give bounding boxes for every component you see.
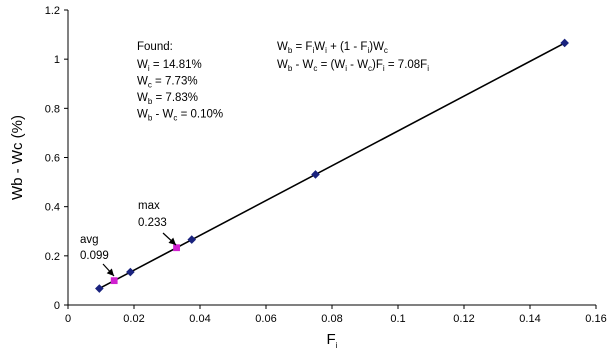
y-axis-title: Wb - Wc (%) (9, 115, 26, 200)
highlight-point (173, 244, 180, 252)
found-line: Wc = 7.73% (137, 76, 198, 90)
avg-arrow-head (106, 268, 114, 276)
x-tick-label: 0.14 (519, 313, 540, 325)
annotations: Found: Wi = 14.81% Wc = 7.73% Wb = 7.83% Wb … (80, 41, 429, 277)
found-line: Wb - Wc = 0.10% (137, 109, 223, 123)
found-header: Found: (137, 41, 173, 53)
y-tick-label: 0.2 (45, 251, 60, 263)
x-tick-label: 0.12 (453, 313, 474, 325)
data-point (95, 284, 104, 293)
data-point (187, 235, 197, 244)
data-point (311, 170, 320, 179)
x-tick-label: 0.1 (390, 313, 405, 325)
avg-label: avg (80, 234, 99, 246)
x-tick-label: 0.04 (189, 313, 210, 325)
y-tick-label: 0.4 (45, 202, 60, 214)
data-point (560, 38, 569, 48)
y-tick-label: 0.8 (45, 103, 60, 115)
y-tick-label: 0.6 (45, 153, 60, 165)
max-label: max (138, 200, 160, 212)
x-tick-label: 0.02 (123, 313, 144, 325)
max-arrow-head (168, 237, 176, 245)
x-tick-label: 0.16 (585, 313, 606, 325)
y-tick-label: 0 (54, 300, 60, 312)
x-axis-title: Fi (327, 331, 338, 350)
data-points (95, 38, 569, 293)
max-value: 0.233 (138, 217, 167, 229)
tick-labels: 0 0.02 0.04 0.06 0.08 0.1 0.12 0.14 0.16 0 0.2 0.4 0… (9, 5, 607, 350)
found-line: Wi = 14.81% (137, 59, 202, 73)
avg-value: 0.099 (80, 250, 109, 262)
data-point (126, 267, 135, 277)
equation-difference: Wb - Wc = (Wi - Wc)Fi = 7.08Fi (277, 59, 429, 73)
x-tick-label: 0 (65, 313, 71, 325)
highlight-point (110, 277, 118, 285)
found-line: Wb = 7.83% (137, 92, 198, 106)
equation-mixing: Wb = FiWi + (1 - Fi)Wc (277, 41, 388, 55)
y-tick-label: 1.2 (45, 5, 60, 17)
x-tick-label: 0.08 (321, 313, 342, 325)
y-tick-label: 1 (54, 54, 60, 66)
x-tick-label: 0.06 (255, 313, 276, 325)
